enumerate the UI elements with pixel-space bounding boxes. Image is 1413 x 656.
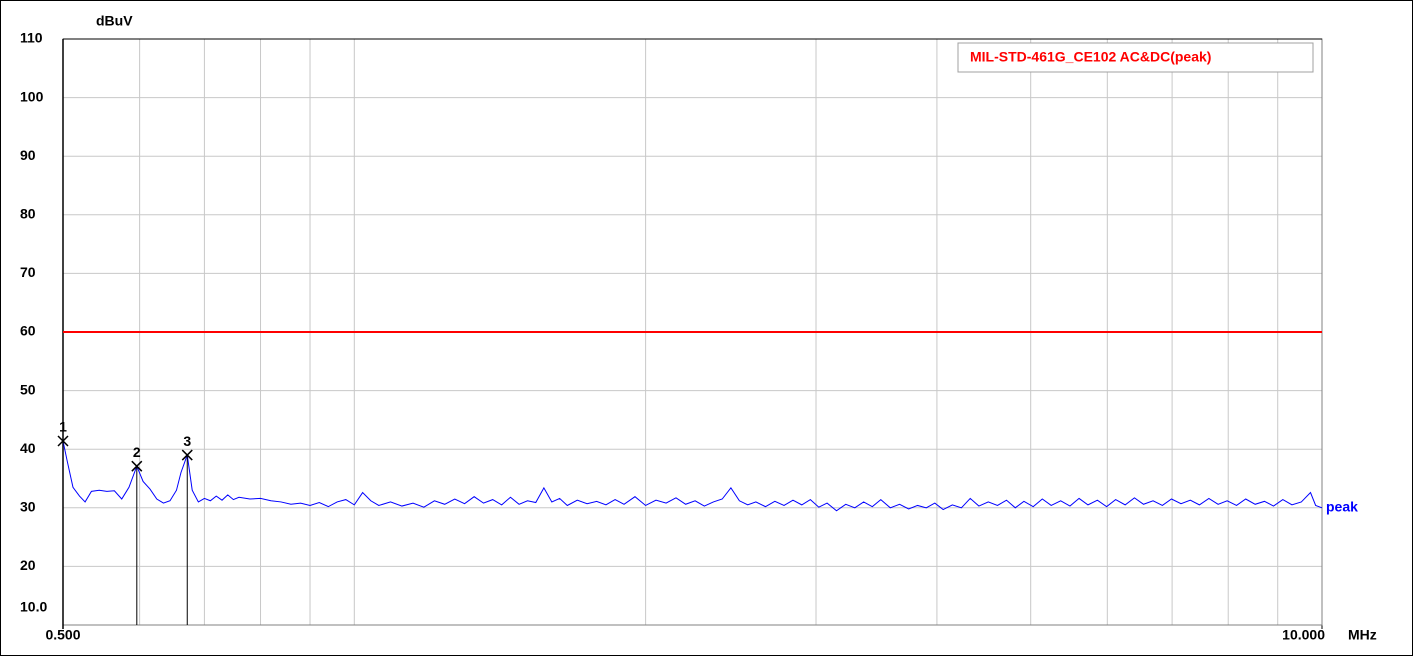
y-tick-label: 90 bbox=[20, 147, 36, 163]
series-label: peak bbox=[1326, 499, 1358, 515]
series-line bbox=[62, 440, 1323, 512]
y-tick-label: 60 bbox=[20, 323, 36, 339]
y-tick-label: 20 bbox=[20, 557, 36, 573]
marker bbox=[131, 460, 143, 472]
y-tick-label: 30 bbox=[20, 499, 36, 515]
x-tick-label: 0.500 bbox=[45, 627, 80, 643]
y-tick-label: 80 bbox=[20, 206, 36, 222]
marker bbox=[57, 435, 69, 447]
y-tick-label: 40 bbox=[20, 440, 36, 456]
marker-label: 1 bbox=[59, 419, 67, 435]
y-tick-label: 50 bbox=[20, 381, 36, 397]
legend-entry: MIL-STD-461G_CE102 AC&DC(peak) bbox=[970, 49, 1211, 65]
y-tick-label: 110 bbox=[20, 30, 43, 46]
x-axis-unit: MHz bbox=[1348, 627, 1377, 643]
y-tick-label: 100 bbox=[20, 88, 44, 104]
marker bbox=[181, 449, 193, 461]
y-tick-label: 10.0 bbox=[20, 599, 47, 615]
marker-label: 2 bbox=[133, 444, 141, 460]
y-tick-label: 70 bbox=[20, 264, 36, 280]
legend-box bbox=[957, 42, 1314, 73]
plot: peak 1 2 3 MIL-STD-461G_CE102 AC&DC(peak) bbox=[57, 42, 1358, 625]
x-tick-label: 10.000 bbox=[1282, 627, 1325, 643]
marker-label: 3 bbox=[183, 433, 191, 449]
y-axis-label: dBuV bbox=[96, 13, 133, 29]
